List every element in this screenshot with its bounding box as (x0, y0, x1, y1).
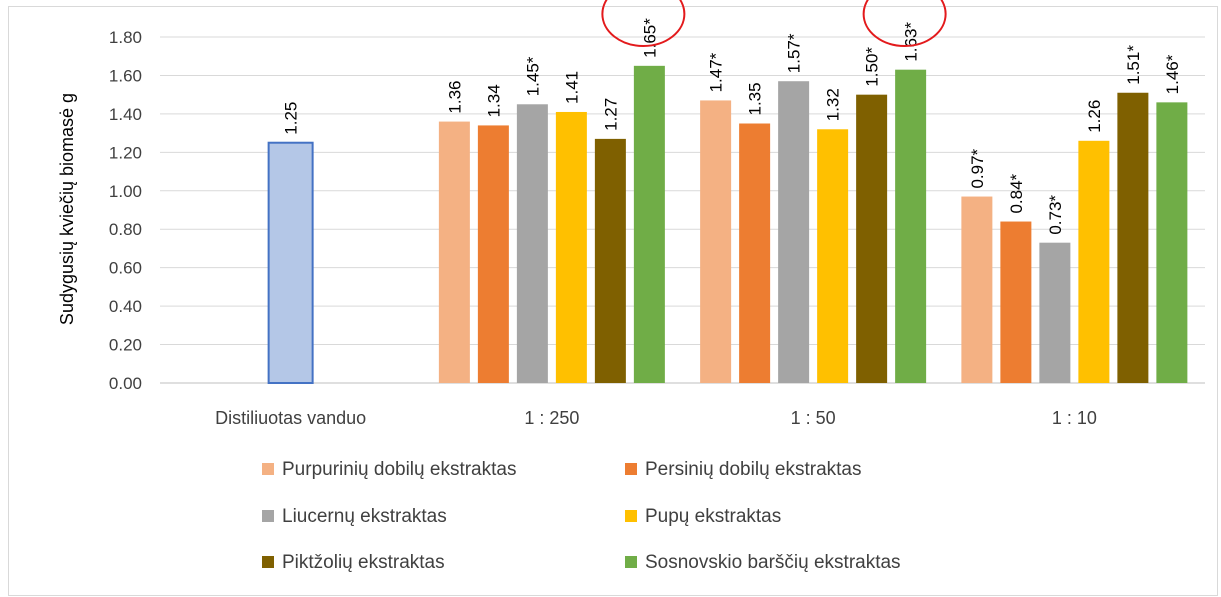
bar (856, 94, 888, 384)
y-tick-label: 1.20 (109, 143, 142, 162)
data-label: 0.84* (1007, 173, 1026, 213)
data-label: 1.41 (562, 71, 581, 104)
bar (516, 104, 548, 384)
data-label: 1.47* (707, 52, 726, 92)
legend-label: Liucernų ekstraktas (282, 506, 447, 527)
data-label: 1.45* (523, 56, 542, 96)
data-label: 1.26 (1085, 100, 1104, 133)
y-tick-label: 0.80 (109, 220, 142, 239)
data-label: 1.25 (282, 102, 301, 135)
y-tick-label: 0.20 (109, 336, 142, 355)
legend-label: Persinių dobilų ekstraktas (645, 459, 862, 480)
y-tick-label: 1.40 (109, 105, 142, 124)
bar (1117, 92, 1149, 383)
y-tick-label: 1.80 (109, 28, 142, 47)
data-label: 1.46* (1163, 54, 1182, 94)
legend-label: Sosnovskio barščių ekstraktas (645, 552, 901, 573)
data-label: 0.73* (1046, 195, 1065, 235)
legend: Purpurinių dobilų ekstraktas Persinių dob… (262, 459, 901, 573)
annotation-circle (862, 0, 947, 47)
y-tick-label: 0.00 (109, 374, 142, 393)
annotations (601, 0, 947, 47)
y-axis-label: Sudygusių kviečių biomasė g (57, 93, 77, 325)
bar (1000, 221, 1032, 383)
legend-swatch (262, 463, 274, 475)
data-label: 1.65* (640, 18, 659, 58)
category-label: 1 : 10 (1052, 408, 1097, 428)
data-label: 1.63* (902, 22, 921, 62)
bar (895, 69, 927, 383)
bar (778, 81, 810, 383)
bar (438, 121, 470, 384)
data-labels: 1.25 1.36 1.47* 0.97* 1.34 1.35 0.84* 1.45* 1.57… (282, 18, 1182, 235)
bar (817, 129, 849, 383)
data-label: 1.32 (824, 88, 843, 121)
category-label: 1 : 250 (524, 408, 579, 428)
bar (555, 111, 587, 383)
bar-control (267, 141, 314, 384)
bar (1156, 102, 1188, 383)
legend-label: Purpurinių dobilų ekstraktas (282, 459, 516, 480)
annotation-circle (601, 0, 686, 47)
bar (633, 65, 665, 383)
bar (739, 123, 771, 383)
bar (477, 125, 509, 383)
bar (700, 100, 732, 383)
legend-swatch (625, 463, 637, 475)
data-label: 1.50* (863, 47, 882, 87)
category-label: Distiliuotas vanduo (215, 408, 366, 428)
bars (267, 65, 1188, 384)
data-label: 1.27 (601, 98, 620, 131)
legend-label: Piktžolių ekstraktas (282, 552, 445, 573)
data-label: 1.34 (484, 84, 503, 117)
legend-swatch (625, 556, 637, 568)
bar (594, 138, 626, 383)
bar (961, 196, 993, 383)
data-label: 1.35 (746, 82, 765, 115)
y-tick-label: 1.60 (109, 66, 142, 85)
y-tick-labels: 0.00 0.20 0.40 0.60 0.80 1.00 1.20 1.40 1.60 1.80 (109, 28, 142, 393)
legend-swatch (262, 556, 274, 568)
bar (1039, 242, 1071, 383)
y-tick-label: 0.60 (109, 259, 142, 278)
legend-swatch (262, 510, 274, 522)
category-label: 1 : 50 (791, 408, 836, 428)
data-label: 1.36 (445, 80, 464, 113)
y-tick-label: 0.40 (109, 297, 142, 316)
bar (1078, 140, 1110, 383)
data-label: 1.51* (1124, 45, 1143, 85)
data-label: 0.97* (968, 148, 987, 188)
legend-swatch (625, 510, 637, 522)
y-tick-label: 1.00 (109, 182, 142, 201)
data-label: 1.57* (785, 33, 804, 73)
category-labels: Distiliuotas vanduo 1 : 250 1 : 50 1 : 10 (215, 408, 1097, 428)
legend-label: Pupų ekstraktas (645, 506, 781, 527)
